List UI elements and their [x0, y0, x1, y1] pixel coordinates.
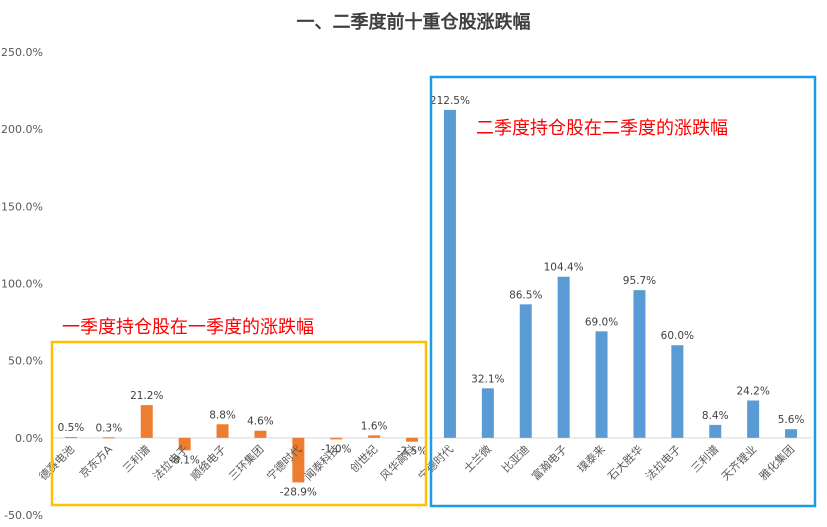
- data-label: 24.2%: [736, 385, 769, 397]
- bar-s2-1: [443, 109, 456, 438]
- category-label: 璞泰来: [574, 442, 607, 475]
- category-label: 雅化集团: [756, 442, 797, 483]
- category-label: 富瀚电子: [529, 442, 570, 483]
- category-label: 天齐锂业: [718, 442, 759, 483]
- data-label: 21.2%: [130, 390, 163, 402]
- bar-s2-5: [595, 331, 608, 438]
- bar-s1-1: [64, 437, 77, 439]
- bar-s1-8: [330, 437, 343, 440]
- data-label: 1.6%: [361, 420, 388, 432]
- data-label: 8.8%: [209, 409, 236, 421]
- y-tick-label: 250.0%: [1, 46, 43, 59]
- bar-s2-2: [481, 388, 494, 438]
- bar-s1-4: [178, 437, 191, 451]
- bar-s2-6: [633, 290, 646, 438]
- data-label: 60.0%: [661, 330, 694, 342]
- data-label: 4.6%: [247, 416, 274, 428]
- data-label: 32.1%: [471, 373, 504, 385]
- bar-s1-10: [406, 437, 419, 442]
- bar-s1-7: [292, 437, 305, 483]
- annotation-text-q2: 二季度持仓股在二季度的涨跌幅: [476, 118, 728, 139]
- data-label: 212.5%: [430, 95, 470, 107]
- bar-s1-3: [140, 405, 153, 438]
- category-label: 石大胜华: [605, 442, 646, 483]
- category-label: 三环集团: [226, 442, 267, 483]
- annotation-box-q2: [429, 75, 817, 508]
- data-label: -1.0%: [321, 443, 351, 455]
- bar-s2-3: [519, 304, 532, 438]
- annotation-text-q1: 一季度持仓股在一季度的涨跌幅: [62, 317, 314, 338]
- y-tick-label: -50.0%: [4, 509, 43, 522]
- category-label: 京东方A: [76, 442, 115, 481]
- bar-s2-7: [671, 345, 684, 438]
- data-label: 8.4%: [702, 410, 729, 422]
- data-label: 104.4%: [544, 262, 584, 274]
- data-label: 0.3%: [96, 422, 123, 434]
- bar-s2-8: [709, 424, 722, 438]
- y-tick-label: 50.0%: [8, 355, 43, 368]
- data-label: -8.1%: [169, 454, 199, 466]
- category-label: 法拉电子: [642, 442, 683, 483]
- category-label: 三利谱: [120, 442, 153, 475]
- category-label: 士兰微: [461, 442, 494, 475]
- bar-s2-9: [747, 400, 760, 438]
- data-label: 0.5%: [58, 422, 85, 434]
- data-label: 69.0%: [585, 316, 618, 328]
- data-label: 95.7%: [623, 275, 656, 287]
- y-tick-label: 200.0%: [1, 123, 43, 136]
- bar-s1-9: [368, 435, 381, 438]
- data-label: -28.9%: [280, 486, 317, 498]
- chart-title: 一、二季度前十重仓股涨跌幅: [296, 12, 531, 33]
- bar-s2-4: [557, 276, 570, 438]
- data-label: -2.5%: [397, 446, 427, 458]
- bar-s1-6: [254, 430, 267, 438]
- bar-s2-10: [785, 429, 798, 438]
- data-label: 86.5%: [509, 289, 542, 301]
- category-label: 比亚迪: [499, 443, 532, 476]
- category-label: 创世纪: [348, 443, 381, 476]
- y-tick-label: 0.0%: [15, 432, 43, 445]
- y-tick-label: 100.0%: [1, 278, 43, 291]
- data-label: 5.6%: [778, 414, 805, 426]
- category-label: 德赛电池: [36, 442, 77, 483]
- category-label: 三利谱: [688, 442, 721, 475]
- y-tick-label: 150.0%: [1, 200, 43, 213]
- annotation-box-q1: [50, 340, 428, 507]
- bar-s1-5: [216, 424, 229, 438]
- bar-s1-2: [102, 437, 115, 439]
